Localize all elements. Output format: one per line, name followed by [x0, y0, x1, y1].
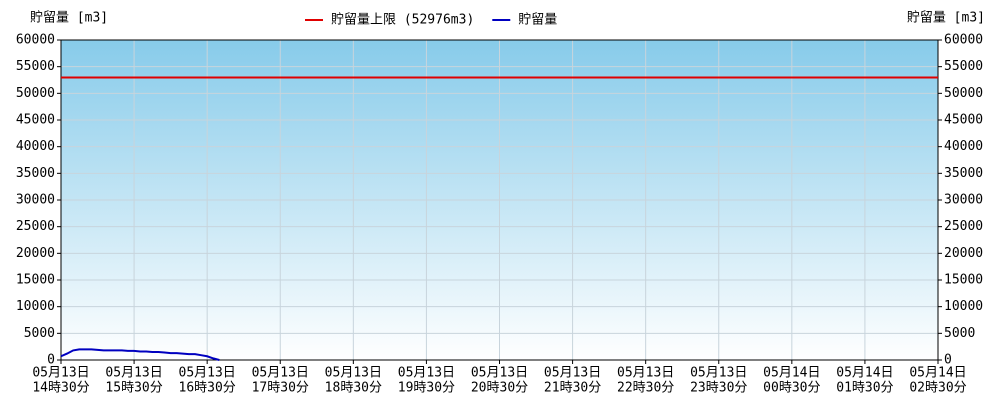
y-axis-label: 貯留量 [m3] [30, 11, 108, 26]
y2-tick-label: 0 [944, 353, 952, 368]
y-tick-label: 40000 [16, 139, 55, 154]
x-tick-label: 00時30分 [763, 381, 820, 396]
x-tick-label: 05月13日 [471, 366, 528, 381]
y2-tick-label: 45000 [944, 113, 983, 128]
x-tick-label: 05月14日 [763, 366, 820, 381]
y-tick-label: 5000 [24, 326, 55, 341]
y-tick-label: 35000 [16, 166, 55, 181]
y2-tick-label: 40000 [944, 139, 983, 154]
y-tick-label: 0 [47, 353, 55, 368]
y-tick-label: 15000 [16, 273, 55, 288]
y-tick-label: 30000 [16, 193, 55, 208]
y2-tick-label: 25000 [944, 219, 983, 234]
y-tick-label: 45000 [16, 113, 55, 128]
y2-tick-label: 50000 [944, 86, 983, 101]
y-tick-label: 10000 [16, 299, 55, 314]
x-tick-label: 18時30分 [325, 381, 382, 396]
x-tick-label: 05月13日 [105, 366, 162, 381]
y2-axis-label: 貯留量 [m3] [907, 11, 985, 26]
x-tick-label: 01時30分 [836, 381, 893, 396]
y-tick-label: 50000 [16, 86, 55, 101]
x-tick-label: 22時30分 [617, 381, 674, 396]
y-tick-label: 20000 [16, 246, 55, 261]
y2-tick-label: 35000 [944, 166, 983, 181]
y2-tick-label: 15000 [944, 273, 983, 288]
y2-tick-label: 20000 [944, 246, 983, 261]
legend: 貯留量上限 (52976m3) 貯留量 [305, 13, 557, 28]
x-tick-label: 05月13日 [252, 366, 309, 381]
y-tick-label: 25000 [16, 219, 55, 234]
x-tick-label: 05月13日 [617, 366, 674, 381]
y2-tick-label: 5000 [944, 326, 975, 341]
x-tick-label: 19時30分 [398, 381, 455, 396]
x-tick-label: 05月13日 [179, 366, 236, 381]
y2-tick-label: 60000 [944, 33, 983, 48]
y-tick-label: 60000 [16, 33, 55, 48]
y-tick-label: 55000 [16, 59, 55, 74]
y2-tick-label: 30000 [944, 193, 983, 208]
x-tick-label: 05月13日 [325, 366, 382, 381]
x-tick-label: 05月14日 [836, 366, 893, 381]
legend-label: 貯留量 [518, 13, 557, 28]
x-tick-label: 05月14日 [909, 366, 966, 381]
x-tick-label: 21時30分 [544, 381, 601, 396]
x-tick-label: 15時30分 [105, 381, 162, 396]
x-tick-label: 05月13日 [398, 366, 455, 381]
plot-frame [60, 39, 939, 361]
x-tick-label: 05月13日 [32, 366, 89, 381]
x-tick-label: 05月13日 [544, 366, 601, 381]
y2-tick-label: 55000 [944, 59, 983, 74]
x-tick-label: 16時30分 [179, 381, 236, 396]
x-tick-label: 20時30分 [471, 381, 528, 396]
y2-tick-label: 10000 [944, 299, 983, 314]
x-tick-label: 23時30分 [690, 381, 747, 396]
x-tick-label: 14時30分 [32, 381, 89, 396]
data-line [60, 348, 220, 361]
legend-label: 貯留量上限 (52976m3) [331, 13, 474, 28]
x-tick-label: 02時30分 [909, 381, 966, 396]
x-tick-label: 17時30分 [252, 381, 309, 396]
x-tick-label: 05月13日 [690, 366, 747, 381]
